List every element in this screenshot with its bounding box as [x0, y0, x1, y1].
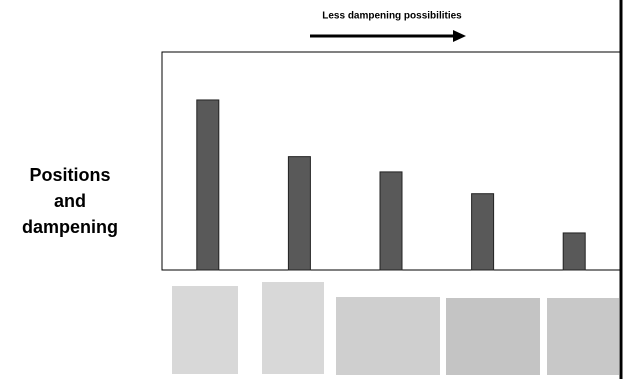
image-placeholder [172, 286, 238, 374]
image-placeholder [336, 297, 440, 375]
page: Less dampening possibilities Positions a… [0, 0, 625, 379]
bar [380, 172, 402, 270]
y-axis-label: Positions and dampening [20, 162, 120, 240]
image-placeholder [547, 298, 619, 375]
image-placeholder [262, 282, 324, 374]
bar [288, 157, 310, 270]
annotation: Less dampening possibilities [322, 11, 462, 22]
arrow-head [453, 30, 466, 42]
image-placeholder [446, 298, 540, 375]
bar [197, 100, 219, 270]
images [172, 282, 619, 375]
bar [563, 233, 585, 270]
bar [472, 194, 494, 270]
